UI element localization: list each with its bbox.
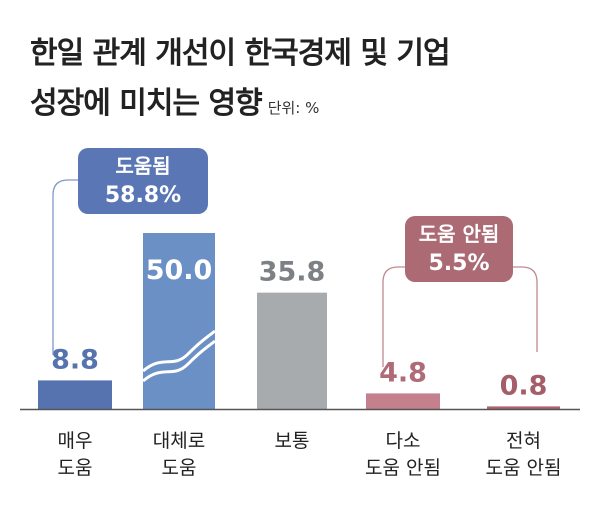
value-label-3: 4.8 <box>379 357 427 388</box>
value-label-4: 0.8 <box>500 370 548 401</box>
category-label-line: 도움 안됨 <box>485 457 562 479</box>
group-label: 도움됨 <box>115 154 171 178</box>
category-label-line: 도움 <box>161 457 197 479</box>
chart-title-line2: 성장에 미치는 영향 단위: % <box>30 78 319 122</box>
bar-3 <box>366 393 440 409</box>
axis-break-line <box>142 329 216 373</box>
axis-break-line <box>142 339 216 383</box>
group-value: 58.8% <box>104 183 182 208</box>
bar-4 <box>487 406 560 409</box>
group-callout-0: 도움됨 58.8% <box>78 148 208 214</box>
category-label-line: 다소 <box>385 430 421 452</box>
category-label-line: 대체로 <box>152 430 206 452</box>
category-label-line: 전혀 <box>506 430 541 452</box>
value-label-1: 50.0 <box>146 255 213 286</box>
value-label-2: 35.8 <box>259 257 326 288</box>
chart-title-line1: 한일 관계 개선이 한국경제 및 기업 <box>30 36 451 71</box>
category-label-line: 도움 <box>57 457 93 479</box>
bar-1 <box>143 233 215 409</box>
category-label-line: 도움 안됨 <box>365 457 441 479</box>
category-label-2: 보통 <box>237 428 347 455</box>
group-callout-1: 도움 안됨 5.5% <box>405 216 513 282</box>
unit-label: 단위: % <box>267 99 320 117</box>
group-bracket-1 <box>382 266 538 367</box>
group-value: 5.5% <box>428 251 490 276</box>
bar-0 <box>38 380 112 409</box>
title-text: 성장에 미치는 영향 <box>30 86 263 121</box>
bar-2 <box>257 292 327 409</box>
value-label-0: 8.8 <box>51 344 99 375</box>
category-label-line: 보통 <box>274 430 310 452</box>
group-label: 도움 안됨 <box>418 222 500 246</box>
category-label-line: 매우 <box>57 430 93 452</box>
